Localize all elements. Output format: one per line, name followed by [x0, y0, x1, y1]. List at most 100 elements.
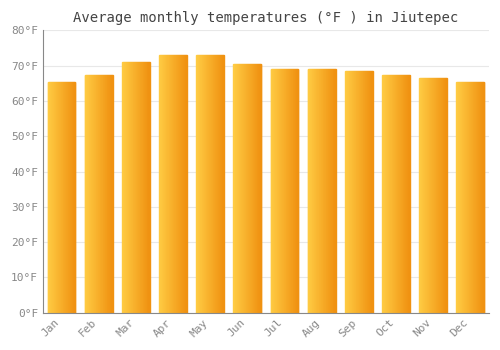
Bar: [478, 82, 480, 313]
Bar: [105, 75, 106, 313]
Bar: [65, 82, 66, 313]
Bar: [404, 75, 405, 313]
Bar: [180, 55, 182, 313]
Bar: [402, 75, 403, 313]
Bar: [362, 71, 363, 313]
Bar: [308, 69, 309, 313]
Bar: [365, 71, 366, 313]
Bar: [383, 75, 384, 313]
Bar: [384, 75, 385, 313]
Bar: [240, 64, 241, 313]
Bar: [132, 62, 133, 313]
Bar: [248, 64, 250, 313]
Bar: [358, 71, 359, 313]
Bar: [134, 62, 135, 313]
Bar: [441, 78, 442, 313]
Bar: [284, 69, 285, 313]
Bar: [359, 71, 360, 313]
Bar: [183, 55, 184, 313]
Bar: [95, 75, 96, 313]
Bar: [72, 82, 74, 313]
Bar: [102, 75, 103, 313]
Bar: [483, 82, 484, 313]
Bar: [159, 55, 160, 313]
Bar: [279, 69, 280, 313]
Bar: [474, 82, 475, 313]
Bar: [346, 71, 347, 313]
Bar: [142, 62, 143, 313]
Bar: [294, 69, 295, 313]
Bar: [173, 55, 174, 313]
Bar: [285, 69, 286, 313]
Bar: [422, 78, 424, 313]
Bar: [407, 75, 408, 313]
Bar: [60, 82, 61, 313]
Bar: [51, 82, 52, 313]
Bar: [107, 75, 108, 313]
Bar: [471, 82, 472, 313]
Bar: [446, 78, 447, 313]
Bar: [92, 75, 93, 313]
Bar: [131, 62, 132, 313]
Bar: [257, 64, 258, 313]
Bar: [323, 69, 324, 313]
Bar: [135, 62, 136, 313]
Bar: [430, 78, 431, 313]
Bar: [62, 82, 63, 313]
Bar: [429, 78, 430, 313]
Bar: [206, 55, 208, 313]
Bar: [127, 62, 128, 313]
Bar: [234, 64, 235, 313]
Bar: [98, 75, 100, 313]
Bar: [388, 75, 389, 313]
Bar: [242, 64, 243, 313]
Bar: [214, 55, 215, 313]
Bar: [140, 62, 141, 313]
Bar: [128, 62, 129, 313]
Bar: [309, 69, 310, 313]
Bar: [290, 69, 291, 313]
Bar: [278, 69, 279, 313]
Bar: [109, 75, 110, 313]
Bar: [260, 64, 262, 313]
Bar: [144, 62, 145, 313]
Bar: [87, 75, 88, 313]
Bar: [456, 82, 457, 313]
Bar: [101, 75, 102, 313]
Bar: [409, 75, 410, 313]
Bar: [408, 75, 409, 313]
Bar: [288, 69, 290, 313]
Bar: [482, 82, 483, 313]
Bar: [419, 78, 420, 313]
Bar: [58, 82, 59, 313]
Bar: [427, 78, 428, 313]
Bar: [63, 82, 64, 313]
Bar: [200, 55, 201, 313]
Bar: [283, 69, 284, 313]
Bar: [472, 82, 473, 313]
Bar: [293, 69, 294, 313]
Bar: [382, 75, 383, 313]
Bar: [178, 55, 180, 313]
Bar: [457, 82, 458, 313]
Bar: [149, 62, 150, 313]
Bar: [256, 64, 257, 313]
Bar: [321, 69, 322, 313]
Bar: [464, 82, 466, 313]
Bar: [435, 78, 436, 313]
Bar: [91, 75, 92, 313]
Bar: [468, 82, 469, 313]
Bar: [434, 78, 435, 313]
Bar: [254, 64, 255, 313]
Bar: [104, 75, 105, 313]
Bar: [334, 69, 335, 313]
Bar: [317, 69, 318, 313]
Bar: [460, 82, 462, 313]
Bar: [467, 82, 468, 313]
Bar: [175, 55, 176, 313]
Bar: [238, 64, 239, 313]
Bar: [110, 75, 112, 313]
Bar: [88, 75, 89, 313]
Bar: [391, 75, 392, 313]
Bar: [272, 69, 274, 313]
